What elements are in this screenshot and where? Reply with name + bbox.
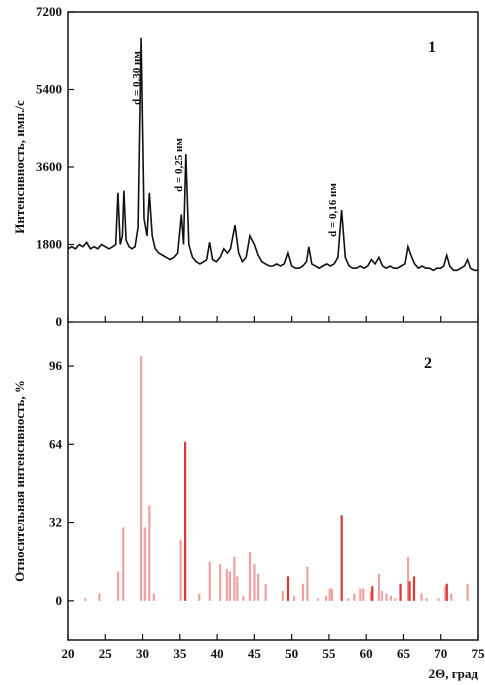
annotation: d = 0,16 нм	[327, 183, 339, 237]
bar	[257, 573, 260, 601]
bar	[228, 571, 231, 601]
y-tick-label: 5400	[36, 82, 62, 97]
bar	[420, 593, 423, 601]
bar	[306, 566, 309, 601]
x-axis-title: 2Θ, град	[429, 666, 479, 681]
bar	[445, 583, 448, 601]
bar	[399, 583, 402, 601]
bar	[253, 564, 256, 601]
bar	[225, 569, 228, 601]
bar	[301, 583, 305, 601]
bar	[328, 588, 331, 601]
x-tick-label: 60	[360, 646, 373, 661]
x-tick-label: 30	[136, 646, 149, 661]
annotation: d = 0,25 нм	[173, 138, 185, 192]
bar	[371, 586, 374, 601]
y-tick-label: 64	[49, 436, 63, 451]
y-tick-label: 0	[56, 314, 63, 329]
bar	[353, 593, 356, 601]
bar	[385, 593, 388, 601]
bar	[450, 593, 453, 601]
bar	[412, 576, 416, 601]
x-tick-label: 35	[173, 646, 187, 661]
bar	[281, 591, 284, 601]
x-tick-label: 75	[472, 646, 485, 661]
bar	[148, 505, 151, 601]
x-tick-label: 70	[434, 646, 447, 661]
bar	[152, 593, 155, 601]
bar	[394, 598, 397, 601]
x-tick-label: 25	[99, 646, 113, 661]
y-axis-title: Относительная интенсивность, %	[12, 380, 27, 582]
y-tick-label: 0	[56, 593, 63, 608]
panel-label: 2	[424, 355, 432, 372]
bar	[389, 595, 392, 601]
bar	[377, 573, 381, 601]
bar	[219, 564, 222, 601]
bar	[359, 588, 362, 601]
y-tick-label: 3600	[36, 159, 62, 174]
data-line	[67, 37, 478, 272]
bar	[236, 576, 239, 601]
bar	[406, 556, 410, 601]
bar	[179, 539, 182, 601]
bar	[122, 527, 125, 601]
bar	[316, 598, 319, 601]
bar	[380, 591, 384, 601]
bar	[466, 583, 469, 601]
bar	[347, 598, 350, 601]
bar	[84, 598, 87, 601]
bar	[425, 598, 428, 601]
bar	[233, 556, 236, 601]
bar	[116, 571, 120, 601]
x-tick-label: 55	[322, 646, 336, 661]
bar	[286, 576, 290, 601]
bar	[362, 588, 365, 601]
bar	[140, 356, 143, 601]
x-tick-label: 45	[248, 646, 262, 661]
bar	[324, 595, 328, 601]
plot-frame	[67, 11, 479, 641]
bar	[143, 527, 146, 601]
bar	[208, 561, 211, 601]
bar	[242, 595, 245, 601]
x-tick-label: 65	[397, 646, 411, 661]
y-tick-label: 7200	[36, 4, 62, 19]
bar	[408, 581, 411, 601]
bar	[184, 441, 187, 601]
bar	[98, 593, 101, 601]
bar	[198, 593, 201, 601]
bar	[292, 595, 296, 601]
panel-label: 1	[428, 39, 436, 56]
x-tick-label: 40	[211, 646, 224, 661]
y-tick-label: 96	[49, 358, 63, 373]
bar	[369, 591, 372, 601]
y-tick-label: 32	[49, 515, 62, 530]
bar	[330, 588, 334, 601]
x-tick-label: 50	[285, 646, 298, 661]
bar	[248, 551, 252, 601]
y-tick-label: 1800	[36, 237, 62, 252]
bar	[444, 586, 447, 601]
bar	[437, 598, 440, 601]
bar	[264, 583, 267, 601]
x-tick-label: 20	[62, 646, 75, 661]
bar	[340, 515, 343, 601]
y-axis-title: Интенсивность, имп./с	[12, 100, 27, 234]
annotation: d = 0,30 нм	[131, 51, 143, 105]
